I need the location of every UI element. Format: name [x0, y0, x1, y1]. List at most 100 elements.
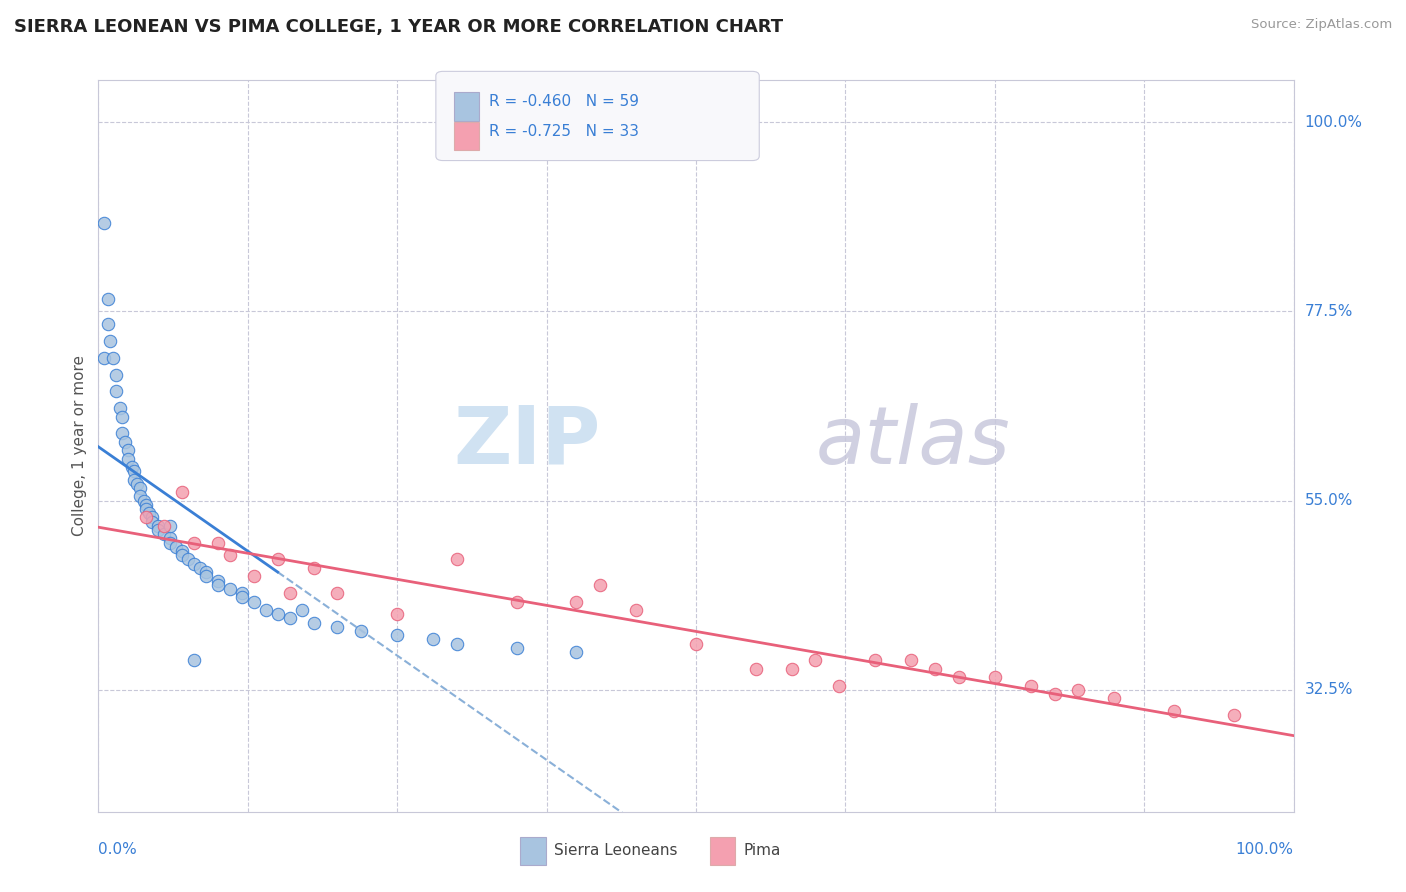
Point [111, 409, 134, 424]
Point [111, 426, 134, 441]
Text: SIERRA LEONEAN VS PIMA COLLEGE, 1 YEAR OR MORE CORRELATION CHART: SIERRA LEONEAN VS PIMA COLLEGE, 1 YEAR O… [14, 18, 783, 36]
Text: 55.0%: 55.0% [1305, 493, 1353, 508]
Point [984, 670, 1007, 684]
Point [97, 292, 120, 306]
Point [350, 624, 373, 638]
Point [422, 632, 444, 647]
Point [219, 582, 242, 596]
Point [780, 662, 803, 676]
Point [804, 653, 827, 667]
Text: Sierra Leoneans: Sierra Leoneans [554, 844, 678, 858]
Text: Source: ZipAtlas.com: Source: ZipAtlas.com [1251, 18, 1392, 31]
Point [124, 464, 146, 478]
Point [231, 591, 253, 605]
Point [129, 481, 152, 495]
Point [153, 527, 176, 541]
Point [114, 434, 136, 449]
Point [278, 586, 301, 600]
Point [254, 603, 277, 617]
Point [243, 569, 266, 583]
Point [1067, 682, 1090, 697]
Point [183, 557, 205, 571]
Point [172, 544, 194, 558]
Point [385, 628, 409, 642]
Point [565, 594, 588, 608]
Point [1223, 708, 1246, 723]
Point [207, 578, 229, 592]
Point [506, 594, 529, 608]
Point [1043, 687, 1066, 701]
Point [98, 334, 122, 348]
Point [93, 351, 115, 365]
Point [195, 569, 218, 583]
Point [446, 636, 468, 650]
Point [1019, 679, 1042, 693]
Point [148, 523, 170, 537]
Point [188, 561, 211, 575]
Text: 32.5%: 32.5% [1305, 682, 1353, 698]
Point [125, 476, 148, 491]
Point [132, 493, 155, 508]
Point [828, 679, 851, 693]
Point [565, 645, 588, 659]
Point [138, 506, 160, 520]
Point [219, 549, 242, 563]
Point [685, 636, 707, 650]
Point [117, 451, 139, 466]
Point [183, 535, 205, 549]
Point [589, 578, 612, 592]
Point [93, 216, 115, 230]
Point [626, 603, 648, 617]
Point [141, 515, 163, 529]
Point [865, 653, 887, 667]
Point [948, 670, 970, 684]
Point [745, 662, 768, 676]
Text: 77.5%: 77.5% [1305, 304, 1353, 319]
Point [159, 532, 181, 546]
Point [183, 653, 205, 667]
Point [148, 519, 170, 533]
Point [105, 384, 128, 399]
Point [302, 561, 325, 575]
Point [1163, 704, 1185, 718]
Point [172, 485, 194, 500]
Point [124, 473, 146, 487]
Text: ZIP: ZIP [453, 403, 600, 481]
Text: R = -0.460   N = 59: R = -0.460 N = 59 [489, 94, 640, 109]
Point [243, 594, 266, 608]
Point [207, 574, 229, 588]
Point [129, 490, 152, 504]
Point [165, 540, 187, 554]
Point [291, 603, 314, 617]
Point [278, 611, 301, 625]
Point [153, 519, 176, 533]
Point [177, 552, 200, 566]
Point [141, 510, 163, 524]
Point [506, 640, 529, 655]
Point [326, 586, 349, 600]
Point [385, 607, 409, 622]
Point [101, 351, 124, 365]
Point [326, 620, 349, 634]
Point [231, 586, 253, 600]
Point [267, 552, 290, 566]
Point [135, 510, 157, 524]
Point [172, 549, 194, 563]
Point [900, 653, 922, 667]
Point [159, 519, 181, 533]
Text: 0.0%: 0.0% [98, 842, 138, 857]
Point [108, 401, 131, 416]
Point [195, 565, 218, 579]
Point [121, 460, 143, 475]
Point [267, 607, 290, 622]
Point [97, 317, 120, 331]
Point [446, 552, 468, 566]
Point [924, 662, 946, 676]
Text: 100.0%: 100.0% [1236, 842, 1294, 857]
Y-axis label: College, 1 year or more: College, 1 year or more [72, 356, 87, 536]
Point [135, 502, 157, 516]
Point [159, 535, 181, 549]
Point [105, 368, 128, 382]
Point [135, 498, 157, 512]
Point [117, 443, 139, 458]
